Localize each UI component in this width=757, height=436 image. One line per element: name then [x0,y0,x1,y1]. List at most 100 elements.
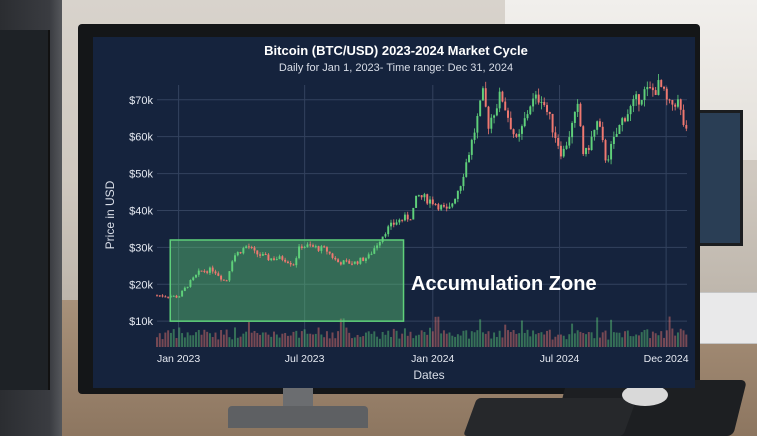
candle-body [582,126,585,155]
x-axis-label: Dates [413,368,444,382]
candle-body [242,248,245,254]
volume-bar [317,327,320,347]
candle-body [604,140,607,161]
volume-bar [281,333,284,347]
volume-bar [518,333,521,347]
candle-body [587,147,590,151]
monitor-stand-neck [283,388,313,410]
candle-body [423,194,426,198]
keyboard [463,398,637,436]
volume-bar [158,333,161,347]
candle-body [320,246,323,251]
volume-bar [624,331,626,347]
volume-bar [370,333,373,347]
candle-body [557,138,560,146]
volume-bar [236,337,239,347]
candle-body [306,244,309,247]
volume-bar [665,330,668,347]
candle-body [451,203,454,207]
candle-body [665,88,668,100]
volume-bar [481,332,484,347]
candle-body [398,219,401,223]
candle-body [189,280,192,287]
candle-body [292,264,295,266]
candle-body [635,94,638,100]
volume-bar [534,334,537,347]
candle-body [387,226,390,235]
volume-bar [554,336,557,347]
candle-body [259,254,262,256]
candle-body [657,80,660,95]
volume-bar [242,333,245,347]
candle-body [273,258,275,260]
candle-body [479,100,482,116]
volume-bar [353,337,356,347]
x-tick-label: Jul 2024 [540,353,580,365]
candle-body [440,205,443,210]
volume-bar [643,329,646,347]
chart-title: Bitcoin (BTC/USD) 2023-2024 Market Cycle [264,43,528,58]
candle-body [515,134,518,137]
candle-body [295,258,298,266]
volume-bar [512,330,515,347]
price-chart: Bitcoin (BTC/USD) 2023-2024 Market Cycle… [103,43,689,382]
candle-body [331,253,334,258]
candle-body [323,246,326,248]
candle-body [476,115,479,133]
candle-body [568,137,571,146]
volume-bar [253,330,256,347]
volume-bar [214,332,217,347]
candle-body [192,277,195,281]
candle-body [532,98,535,107]
candle-body [465,162,468,177]
volume-bar [671,328,674,347]
volume-bar [543,334,546,347]
candle-body [339,262,342,265]
volume-bar [275,334,278,347]
volume-bar [295,330,298,347]
candle-body [626,114,629,122]
y-tick-label: $10k [129,316,153,328]
candle-body [523,118,526,127]
volume-bar [557,334,560,347]
volume-bar [376,336,379,347]
candle-body [615,134,618,137]
volume-bar [685,334,688,347]
accumulation-zone [169,239,405,322]
candle-body [328,251,331,254]
candle-body [267,254,270,261]
volume-bar [395,330,398,347]
volume-bar [520,320,523,347]
candle-body [546,105,548,112]
candle-body [562,148,565,157]
zone-label: Accumulation Zone [411,273,597,295]
candle-body [208,267,211,273]
volume-bar [312,334,314,347]
left-monitor-screen [0,30,50,390]
candle-body [214,271,217,274]
volume-bar [415,335,418,347]
volume-bar [587,332,590,347]
candle-body [161,295,164,297]
candle-body [534,94,537,99]
candle-body [200,270,203,272]
y-tick-label: $70k [129,95,153,107]
volume-bar [629,336,632,347]
candle-body [239,252,242,254]
volume-bar [571,323,574,347]
candle-body [364,258,367,261]
x-tick-label: Jul 2023 [285,353,325,365]
candle-body [348,260,351,264]
volume-bar [442,330,445,347]
volume-bar [245,331,248,347]
candle-body [362,257,365,261]
candle-body [158,295,161,297]
volume-bar [273,331,275,347]
candle-body [236,252,239,256]
volume-bar [231,339,234,347]
candle-body [554,132,557,139]
candle-body [359,257,362,264]
volume-bar [559,334,562,347]
candle-body [637,94,640,105]
volume-bar [186,332,189,347]
